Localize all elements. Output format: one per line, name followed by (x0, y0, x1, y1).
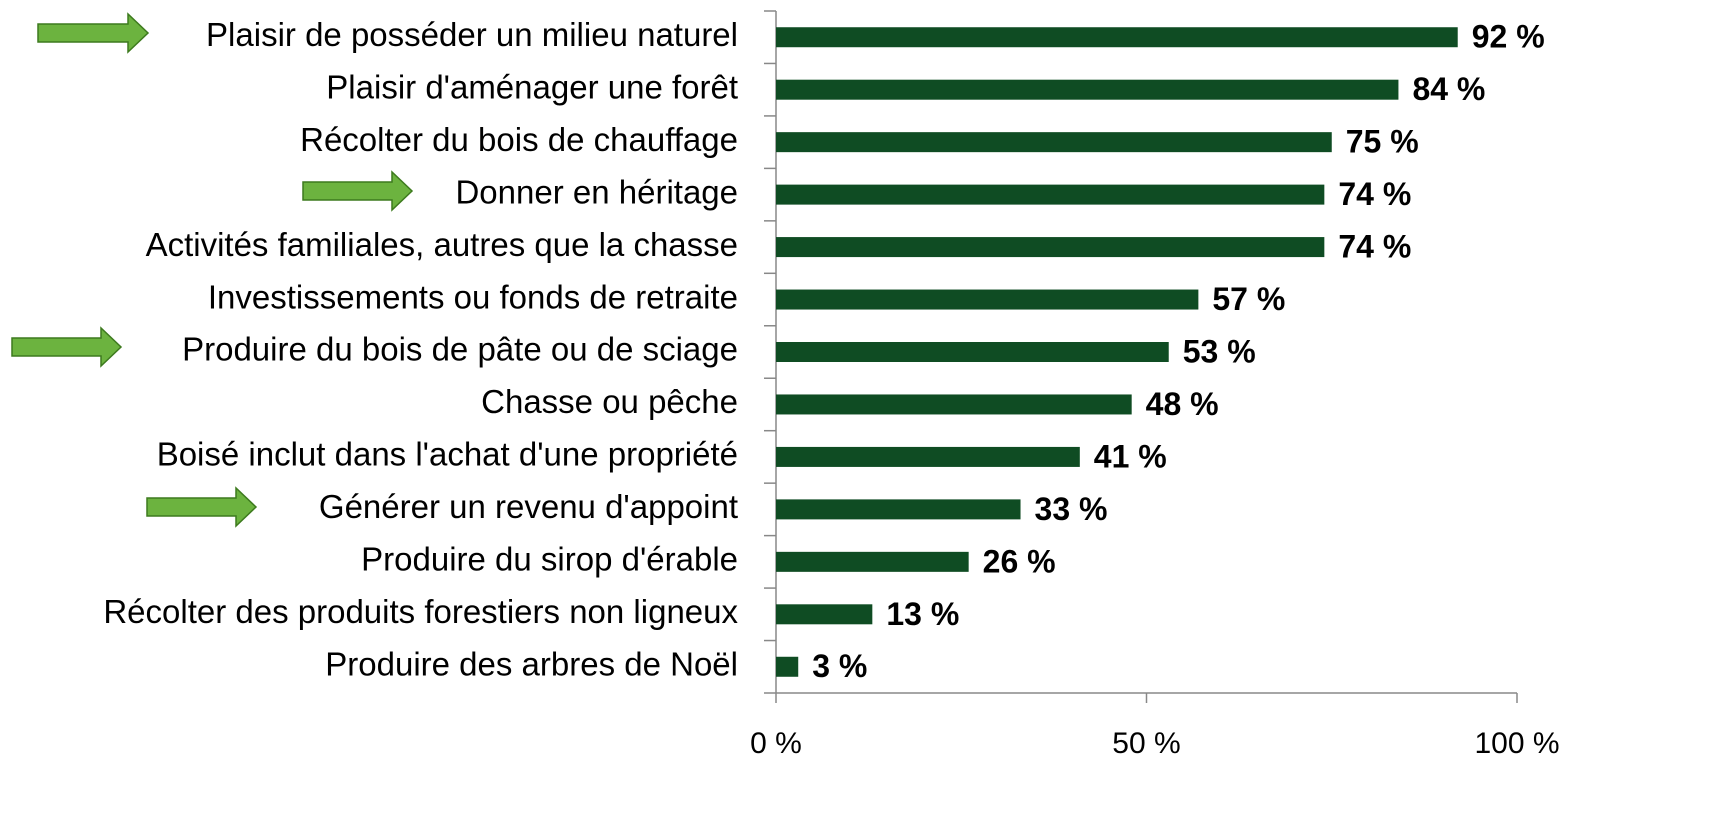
bar (776, 184, 1325, 205)
x-tick-label: 0 % (750, 727, 802, 760)
value-label: 53 % (1183, 333, 1256, 369)
category-label: Activités familiales, autres que la chas… (146, 226, 738, 263)
highlight-arrow (146, 486, 258, 528)
bar (776, 289, 1199, 310)
category-label: Plaisir de posséder un milieu naturel (206, 16, 738, 53)
value-label: 92 % (1472, 19, 1545, 55)
x-tick-label: 100 % (1474, 727, 1559, 760)
highlight-arrow (302, 170, 414, 212)
bar (776, 499, 1021, 520)
bar (776, 604, 873, 625)
category-label: Donner en héritage (455, 173, 738, 210)
bar (776, 656, 799, 677)
bar (776, 132, 1332, 153)
bar (776, 79, 1399, 100)
bar (776, 551, 969, 572)
value-label: 33 % (1035, 491, 1108, 527)
bar (776, 27, 1458, 48)
value-label: 26 % (983, 543, 1056, 579)
category-label: Produire du bois de pâte ou de sciage (182, 331, 738, 368)
value-label: 74 % (1338, 176, 1411, 212)
category-label: Générer un revenu d'appoint (319, 488, 738, 525)
value-label: 57 % (1212, 281, 1285, 317)
category-label: Produire des arbres de Noël (325, 645, 738, 682)
bar (776, 446, 1080, 467)
category-label: Plaisir d'aménager une forêt (326, 68, 738, 105)
category-label: Investissements ou fonds de retraite (208, 278, 738, 315)
bar (776, 394, 1132, 415)
category-label: Boisé inclut dans l'achat d'une propriét… (157, 436, 738, 473)
bar (776, 342, 1169, 362)
x-tick-label: 50 % (1112, 727, 1180, 760)
value-label: 13 % (886, 596, 959, 632)
category-label: Chasse ou pêche (481, 383, 738, 420)
value-label: 84 % (1412, 71, 1485, 107)
highlight-arrow (11, 326, 123, 368)
value-label: 3 % (812, 648, 867, 684)
category-label: Produire du sirop d'érable (361, 541, 738, 578)
value-label: 41 % (1094, 438, 1167, 474)
category-label: Récolter des produits forestiers non lig… (103, 593, 738, 630)
value-label: 48 % (1146, 386, 1219, 422)
category-label: Récolter du bois de chauffage (300, 121, 738, 158)
value-label: 74 % (1338, 229, 1411, 265)
highlight-arrow (37, 12, 150, 54)
value-label: 75 % (1346, 124, 1419, 160)
bar (776, 237, 1325, 258)
